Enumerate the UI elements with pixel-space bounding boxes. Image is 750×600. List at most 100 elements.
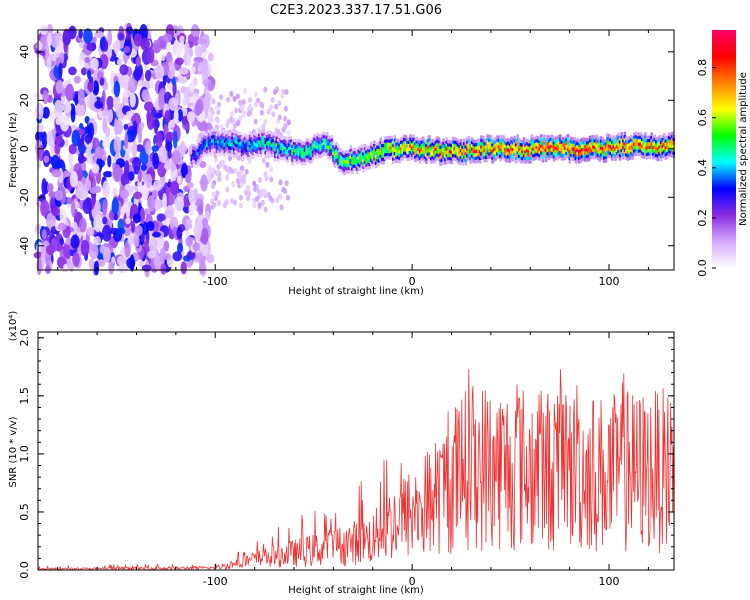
ridge-cell	[496, 138, 499, 142]
ridge-cell	[248, 131, 252, 135]
ridge-cell	[318, 154, 321, 158]
ridge-cell	[669, 137, 672, 141]
ridge-cell	[215, 153, 219, 157]
ridge-cell	[388, 136, 392, 140]
ridge-cell	[420, 147, 423, 151]
ridge-cell	[492, 154, 496, 159]
ridge-cell	[661, 148, 664, 152]
ridge-cell	[507, 144, 510, 148]
ridge-cell	[481, 149, 485, 153]
ridge-cell	[611, 147, 614, 151]
ridge-cell	[294, 142, 297, 146]
noise-cell	[45, 244, 55, 256]
ridge-cell	[437, 137, 441, 141]
ridge-cell	[500, 138, 504, 142]
ridge-cell	[598, 155, 601, 159]
ridge-cell	[297, 155, 301, 160]
ridge-cell	[579, 145, 583, 149]
ridge-cell	[562, 157, 565, 161]
ridge-cell	[305, 148, 308, 152]
ridge-cell	[477, 148, 480, 152]
noise-cell	[177, 109, 183, 122]
noise-cell	[151, 145, 159, 152]
ridge-cell	[319, 144, 323, 148]
ridge-cell	[566, 151, 570, 155]
noise-cell	[47, 32, 52, 47]
ridge-cell	[409, 134, 412, 138]
ridge-cell	[628, 156, 631, 161]
ridge-cell	[669, 140, 672, 144]
ridge-cell	[203, 141, 206, 146]
ridge-cell	[533, 146, 537, 151]
noise-cell	[94, 100, 103, 110]
ridge-cell	[640, 144, 644, 148]
ridge-cell	[425, 143, 428, 148]
ridge-cell	[499, 151, 502, 155]
ridge-cell	[462, 155, 466, 159]
noise-cell	[72, 252, 80, 267]
noise-cell	[229, 117, 234, 124]
ridge-cell	[310, 146, 313, 150]
ridge-cell	[439, 142, 442, 146]
ridge-cell	[525, 138, 529, 142]
ridge-cell	[565, 148, 568, 152]
ridge-cell	[401, 136, 405, 140]
ridge-cell	[275, 133, 278, 137]
ridge-cell	[214, 128, 217, 132]
ridge-cell	[283, 156, 286, 160]
ridge-cell	[667, 146, 671, 150]
ridge-cell	[570, 150, 573, 154]
ridge-cell	[653, 148, 657, 152]
ridge-cell	[255, 143, 258, 147]
ridge-cell	[261, 139, 264, 144]
ridge-cell	[497, 152, 501, 156]
ridge-cell	[374, 154, 378, 159]
ridge-cell	[584, 158, 587, 162]
ridge-cell	[609, 148, 612, 152]
ridge-cell	[262, 149, 266, 153]
ridge-cell	[256, 150, 260, 154]
ridge-cell	[503, 158, 507, 162]
ridge-cell	[420, 137, 423, 141]
ridge-cell	[371, 164, 375, 168]
ridge-cell	[289, 153, 293, 157]
ridge-cell	[648, 139, 652, 143]
ridge-cell	[607, 147, 611, 151]
noise-cell	[232, 122, 237, 129]
ridge-cell	[488, 135, 491, 139]
ridge-cell	[264, 147, 267, 151]
noise-cell	[139, 207, 146, 225]
ridge-cell	[362, 148, 365, 153]
ridge-cell	[459, 159, 463, 163]
ridge-cell	[362, 159, 365, 163]
ridge-cell	[570, 153, 573, 157]
ridge-cell	[329, 142, 332, 146]
ridge-cell	[277, 152, 280, 156]
ridge-cell	[667, 136, 671, 140]
ridge-cell	[412, 154, 416, 158]
noise-cell	[207, 113, 214, 125]
ridge-cell	[390, 145, 393, 149]
ridge-cell	[549, 141, 553, 145]
ridge-cell	[440, 141, 444, 145]
ridge-cell	[628, 136, 631, 140]
ridge-cell	[588, 149, 592, 153]
ridge-cell	[423, 159, 427, 163]
ridge-cell	[426, 146, 430, 150]
ridge-cell	[262, 142, 266, 147]
ridge-cell	[311, 150, 315, 154]
ridge-cell	[448, 160, 452, 164]
ridge-cell	[568, 157, 571, 161]
ridge-cell	[428, 152, 431, 156]
ridge-cell	[272, 152, 275, 156]
ridge-cell	[207, 150, 211, 154]
ridge-cell	[261, 129, 264, 133]
ridge-cell	[242, 134, 245, 138]
ridge-cell	[225, 131, 228, 135]
noise-cell	[238, 194, 243, 201]
ridge-cell	[603, 153, 606, 157]
ridge-cell	[532, 147, 535, 151]
ridge-cell	[440, 151, 444, 156]
ridge-cell	[203, 135, 206, 139]
ridge-cell	[552, 138, 556, 142]
